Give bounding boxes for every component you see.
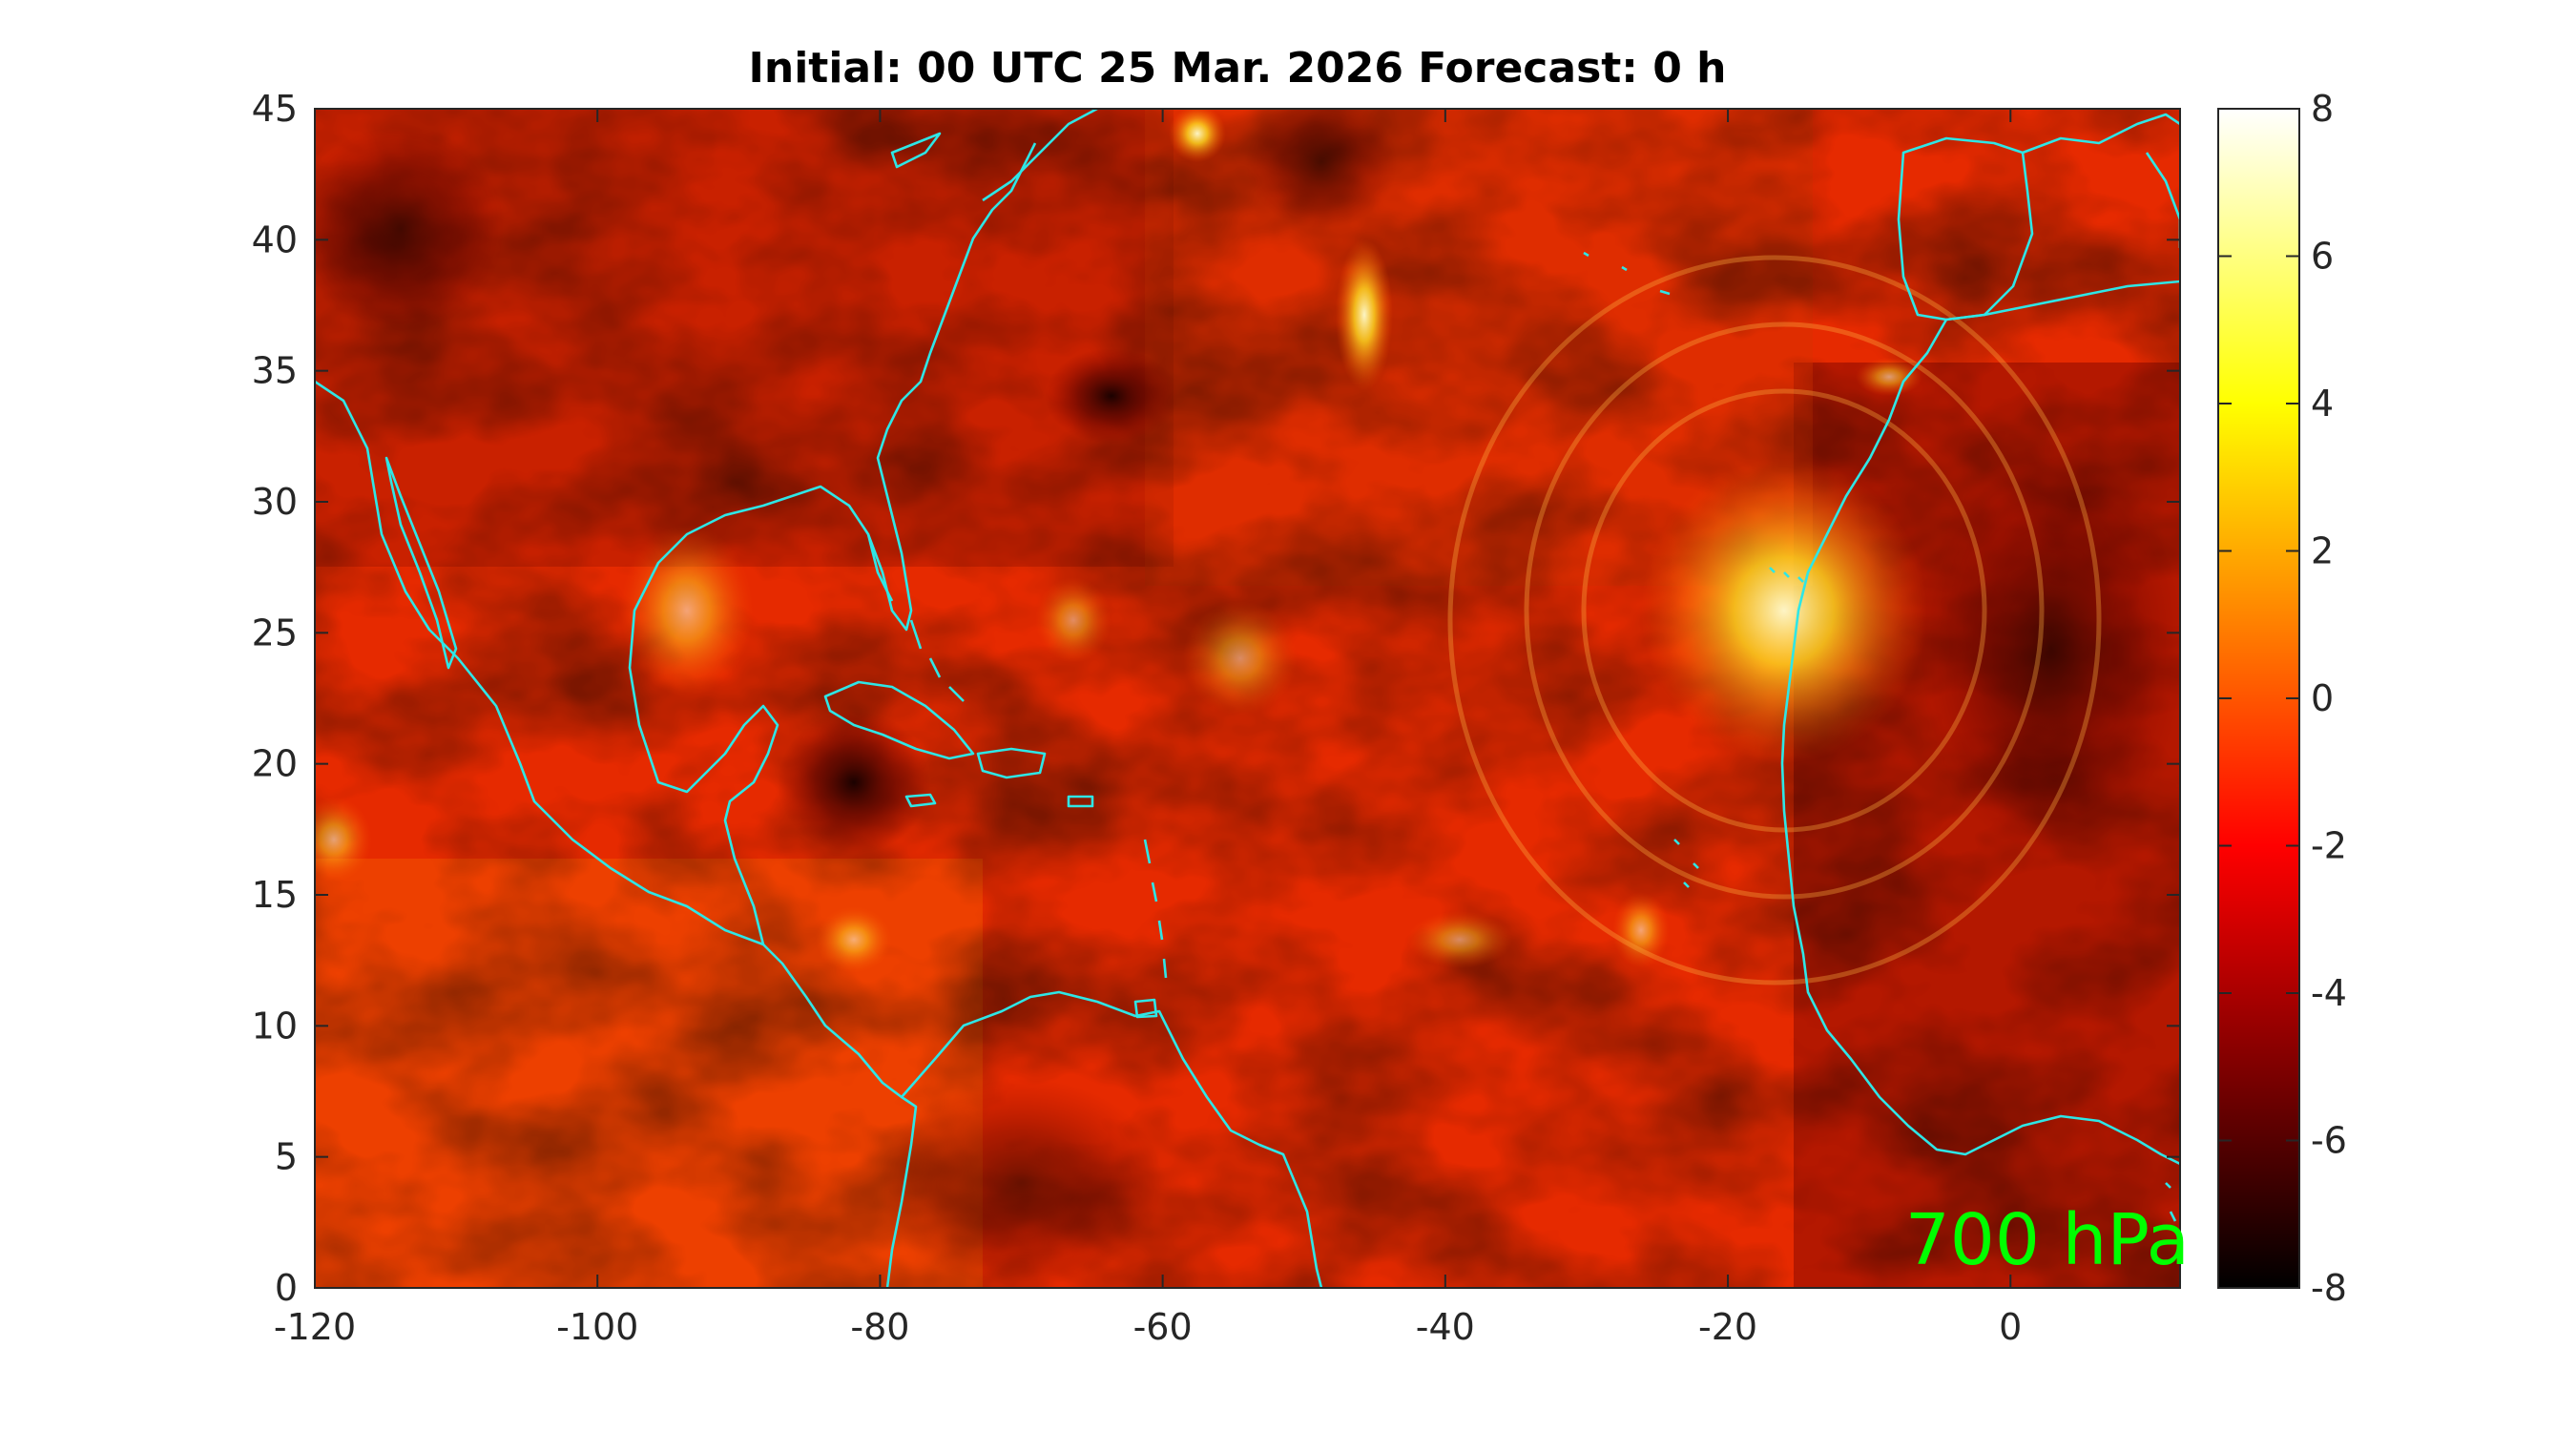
coastline-africa-west (1780, 319, 2180, 1166)
coastline-hispaniola (976, 747, 1047, 779)
colorbar-ticks: 8 6 4 2 0 -2 -4 -6 -8 (2218, 88, 2347, 1309)
y-tick-label: 40 (252, 218, 298, 260)
coastline-jamaica (904, 793, 937, 808)
coastline-cuba (823, 680, 975, 760)
colorbar-tick-label: 2 (2311, 530, 2334, 572)
coastlines (315, 109, 2180, 1288)
coastline-mediterranean-africa (1945, 280, 2180, 321)
y-tick-label: 5 (275, 1136, 298, 1178)
y-tick-label: 0 (275, 1267, 298, 1309)
coastline-azores (1583, 251, 1671, 296)
colorbar: 8 6 4 2 0 -2 -4 -6 -8 (2217, 88, 2347, 1309)
x-tick-label: -20 (1698, 1306, 1757, 1348)
coastline-florida (866, 533, 894, 602)
x-tick-label: -40 (1416, 1306, 1475, 1348)
colorbar-tick-label: 8 (2311, 88, 2334, 130)
y-tick-label: 20 (252, 743, 298, 785)
y-tick-label: 30 (252, 481, 298, 523)
coastline-italy (2145, 152, 2180, 248)
x-tick-label: -60 (1133, 1306, 1193, 1348)
coastline-gulf (628, 142, 1037, 945)
y-axis: 0 5 10 15 20 25 30 35 40 45 (252, 88, 2180, 1309)
x-axis: -120 -100 -80 -60 -40 -20 0 (274, 109, 2022, 1348)
colorbar-tick-label: -2 (2311, 825, 2347, 867)
pressure-level-label: 700 hPa (1905, 1199, 2190, 1281)
colorbar-tick-label: 0 (2311, 677, 2334, 719)
y-tick-label: 45 (252, 88, 298, 130)
x-tick-label: -80 (850, 1306, 909, 1348)
coastline-trinidad (1133, 998, 1158, 1019)
colorbar-tick-label: -4 (2311, 972, 2347, 1014)
y-tick-label: 35 (252, 350, 298, 392)
coastline-baja (384, 456, 458, 670)
coastline-nova-scotia (890, 132, 942, 169)
x-tick-label: -120 (274, 1306, 356, 1348)
colorbar-tick-label: 4 (2311, 383, 2334, 425)
coastline-iberia (1897, 136, 2034, 321)
coastline-americas-west (315, 380, 918, 1288)
colorbar-tick-label: -8 (2311, 1267, 2347, 1309)
coastline-lesser-antilles (1143, 839, 1168, 979)
coastline-canaries (1769, 567, 1804, 583)
coastline-cape-verde (1673, 839, 1699, 888)
coastline-europe-north (2022, 113, 2180, 155)
coastline-puerto-rico (1067, 795, 1094, 808)
colorbar-tick-label: 6 (2311, 236, 2334, 278)
figure-title: Initial: 00 UTC 25 Mar. 2026 Forecast: 0… (749, 44, 1727, 93)
x-tick-label: -100 (556, 1306, 638, 1348)
coastline-south-america (901, 990, 1323, 1288)
colorbar-tick-label: -6 (2311, 1120, 2347, 1162)
coastline-gulf-islands (2165, 1182, 2177, 1222)
coastline-bahamas (909, 619, 965, 702)
x-tick-label: 0 (1999, 1306, 2022, 1348)
y-tick-label: 25 (252, 612, 298, 653)
y-tick-label: 10 (252, 1005, 298, 1047)
plot-frame (314, 108, 2181, 1289)
coastline-northeast (982, 109, 1098, 202)
map-field (315, 109, 2180, 1288)
y-tick-label: 15 (252, 874, 298, 916)
